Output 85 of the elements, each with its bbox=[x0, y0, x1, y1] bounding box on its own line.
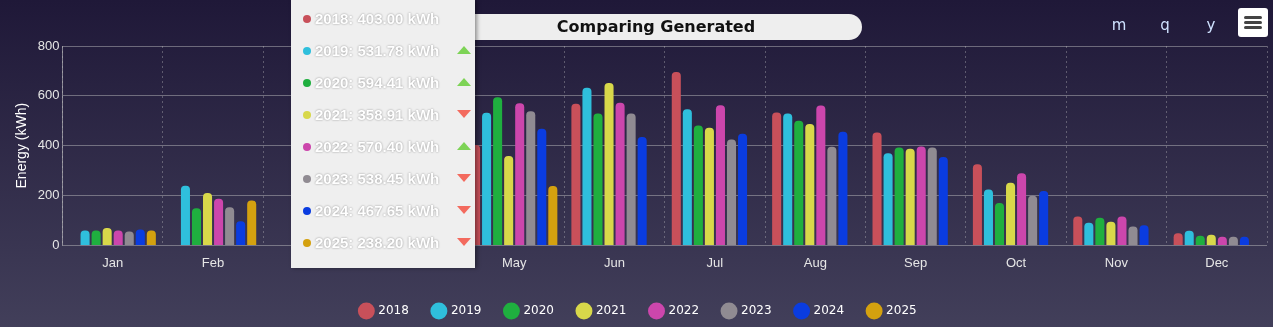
bar bbox=[236, 221, 246, 245]
y-tick-label: 200 bbox=[37, 187, 60, 203]
text: q bbox=[1159, 16, 1171, 34]
legend-label: 2020 bbox=[523, 303, 554, 318]
bar bbox=[1039, 191, 1049, 245]
y-tick-label: 400 bbox=[37, 137, 60, 153]
y-tick-label: 600 bbox=[37, 87, 60, 103]
x-tick-label: Sep bbox=[904, 254, 928, 270]
bar bbox=[102, 227, 112, 245]
bar bbox=[772, 112, 782, 245]
bar bbox=[783, 113, 793, 245]
bar bbox=[927, 147, 937, 245]
bar bbox=[938, 156, 948, 245]
bar bbox=[1028, 195, 1038, 245]
bar bbox=[693, 125, 703, 245]
bar bbox=[972, 164, 982, 245]
bar bbox=[1106, 221, 1116, 245]
bar bbox=[1128, 226, 1138, 245]
x-tick-label: Aug bbox=[803, 254, 827, 270]
bar bbox=[704, 127, 714, 245]
bar bbox=[671, 71, 681, 245]
bar bbox=[548, 186, 558, 245]
x-tick-label: Nov bbox=[1104, 254, 1129, 270]
bar bbox=[225, 207, 235, 245]
bar bbox=[682, 109, 692, 245]
legend-label: 2024 bbox=[813, 303, 845, 318]
bar bbox=[838, 131, 848, 245]
bar bbox=[203, 193, 213, 245]
bar bbox=[894, 147, 904, 245]
bar bbox=[715, 105, 725, 245]
x-tick-label: Oct bbox=[1005, 254, 1027, 270]
y-tick-label: 800 bbox=[37, 37, 60, 53]
bar bbox=[1084, 222, 1094, 245]
bar bbox=[515, 103, 525, 245]
legend-label: 2021 bbox=[595, 303, 627, 318]
bar bbox=[604, 82, 614, 245]
bar bbox=[537, 128, 547, 245]
bar bbox=[504, 155, 514, 245]
bar bbox=[738, 133, 748, 245]
x-tick-label: Jul bbox=[706, 254, 724, 270]
bar bbox=[827, 146, 837, 245]
bar bbox=[214, 198, 224, 245]
bar bbox=[582, 87, 592, 245]
x-tick-label: Jan bbox=[102, 254, 124, 270]
bar bbox=[883, 153, 893, 245]
legend-label: 2019 bbox=[450, 303, 482, 318]
x-tick-label: May bbox=[501, 254, 527, 270]
bar bbox=[637, 136, 647, 245]
x-tick-label: Feb bbox=[201, 254, 225, 270]
bar bbox=[1139, 225, 1149, 245]
bar bbox=[905, 148, 915, 245]
bar bbox=[482, 112, 492, 245]
bar bbox=[816, 105, 826, 245]
bar bbox=[1095, 217, 1105, 245]
bar bbox=[994, 203, 1005, 245]
bar bbox=[1017, 173, 1027, 245]
chart-title: Comparing Generated bbox=[450, 14, 862, 40]
bar bbox=[247, 200, 257, 245]
bar bbox=[805, 124, 815, 245]
bar bbox=[493, 97, 503, 245]
bar bbox=[916, 146, 926, 245]
bar bbox=[593, 113, 603, 245]
bar bbox=[626, 113, 636, 245]
bar bbox=[1117, 216, 1127, 245]
legend-label: 2025 bbox=[886, 303, 917, 318]
x-tick-label: Jun bbox=[604, 254, 626, 270]
bar bbox=[571, 103, 581, 245]
legend-label: 2022 bbox=[668, 303, 700, 318]
bar bbox=[526, 111, 536, 245]
bar bbox=[983, 189, 993, 245]
x-tick-label: Dec bbox=[1205, 254, 1229, 270]
text: y bbox=[1205, 16, 1217, 34]
bar bbox=[180, 185, 190, 245]
bar bbox=[872, 132, 882, 245]
y-tick-label: 0 bbox=[52, 236, 60, 252]
bar bbox=[191, 208, 202, 245]
text: m bbox=[1110, 16, 1128, 34]
legend-label: 2018 bbox=[378, 303, 409, 318]
bar bbox=[1073, 216, 1083, 245]
bar bbox=[726, 139, 737, 245]
bar bbox=[794, 120, 804, 245]
legend-label: 2023 bbox=[741, 303, 772, 318]
bar bbox=[615, 102, 625, 245]
bar bbox=[1006, 182, 1016, 245]
y-axis-title: Energy (kWh) bbox=[13, 102, 30, 189]
